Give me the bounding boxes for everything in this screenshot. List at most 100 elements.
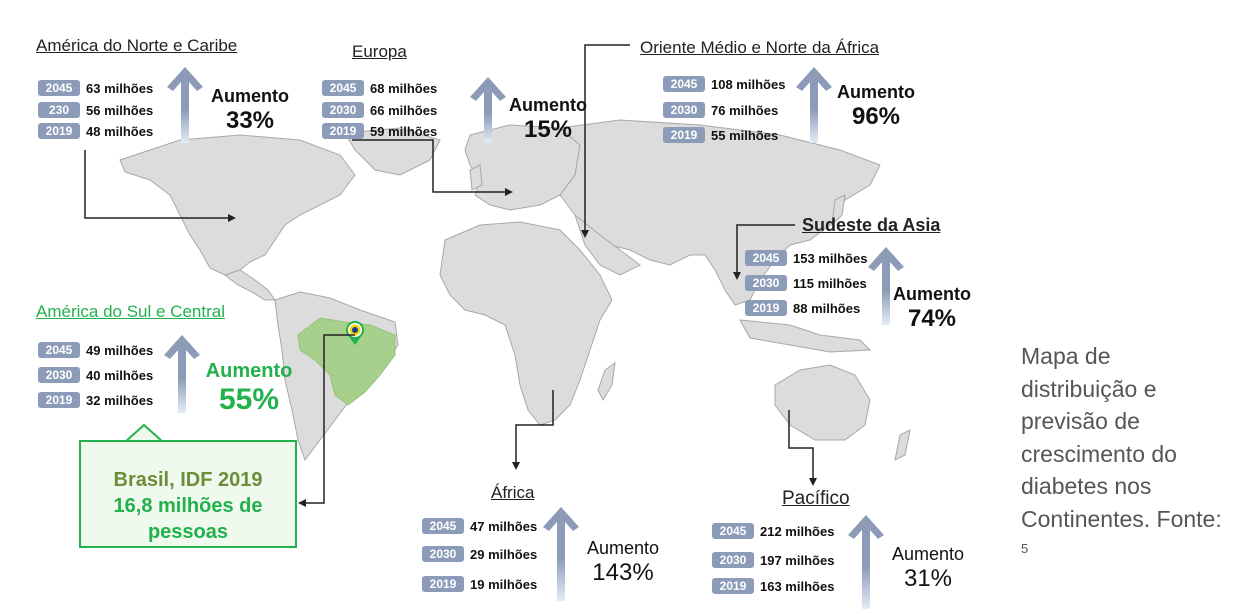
stat-value: 40 milhões xyxy=(86,367,154,383)
caption-reference-link[interactable]: 5 xyxy=(1021,541,1029,556)
region-title-mena: Oriente Médio e Norte da África xyxy=(640,38,880,57)
up-arrow-icon xyxy=(167,67,203,143)
brazil-shape xyxy=(297,317,396,406)
brasil-callout-value: 16,8 milhões de xyxy=(113,495,263,517)
increase-south-america: Aumento 55% xyxy=(198,360,300,417)
stat-value: 19 milhões xyxy=(470,576,538,592)
uk-shape xyxy=(469,164,483,191)
increase-pct: 143% xyxy=(592,559,654,586)
year-badge: 2030 xyxy=(38,367,80,383)
stat-value: 48 milhões xyxy=(86,123,154,139)
stat-value: 29 milhões xyxy=(470,546,538,562)
year-badge: 2045 xyxy=(38,80,80,96)
year-badge: 2045 xyxy=(712,523,754,539)
stat-value: 56 milhões xyxy=(86,102,154,118)
connector-sea xyxy=(736,224,795,272)
increase-label: Aumento xyxy=(509,95,587,115)
increase-pct: 74% xyxy=(907,305,957,332)
stat-value: 66 milhões xyxy=(370,102,438,118)
brasil-callout-box: Brasil, IDF 2019 16,8 milhões de pessoas xyxy=(79,440,297,548)
year-badge: 2030 xyxy=(712,552,754,568)
central-america-shape xyxy=(223,269,276,301)
stat-row: 2019 55 milhões xyxy=(663,127,778,143)
stat-row: 230 56 milhões xyxy=(38,102,153,118)
stat-value: 153 milhões xyxy=(793,250,868,266)
year-badge: 2030 xyxy=(745,275,787,291)
increase-pct: 15% xyxy=(523,116,573,143)
stat-value: 63 milhões xyxy=(86,80,154,96)
australia-shape xyxy=(774,364,871,441)
connector-brasil xyxy=(306,334,355,504)
region-title-africa: África xyxy=(491,483,535,502)
stat-row: 2030 76 milhões xyxy=(663,102,778,118)
increase-pct: 33% xyxy=(225,107,275,134)
stat-row: 2030 197 milhões xyxy=(712,552,834,568)
arrowhead-sea xyxy=(733,272,741,280)
madagascar-shape xyxy=(597,361,616,402)
stat-value: 88 milhões xyxy=(793,300,861,316)
stat-value: 59 milhões xyxy=(370,123,438,139)
stat-row: 2045 68 milhões xyxy=(322,80,437,96)
new-zealand-shape xyxy=(894,429,911,461)
stat-row: 2030 40 milhões xyxy=(38,367,153,383)
increase-pacific: Aumento 31% xyxy=(883,544,973,593)
increase-label: Aumento xyxy=(211,86,289,106)
year-badge: 2030 xyxy=(322,102,364,118)
increase-label: Aumento xyxy=(893,284,971,304)
caption-text: Mapa de distribuição e previsão de cresc… xyxy=(1021,343,1222,532)
stat-value: 68 milhões xyxy=(370,80,438,96)
figure-caption: Mapa de distribuição e previsão de cresc… xyxy=(1021,340,1231,568)
year-badge: 2045 xyxy=(422,518,464,534)
stat-value: 76 milhões xyxy=(711,102,779,118)
stat-row: 2019 48 milhões xyxy=(38,123,153,139)
stat-value: 49 milhões xyxy=(86,342,154,358)
stat-row: 2030 29 milhões xyxy=(422,546,537,562)
increase-europe: Aumento 15% xyxy=(502,95,594,144)
year-badge: 2045 xyxy=(322,80,364,96)
brazil-location-pin-icon xyxy=(346,320,364,345)
stat-value: 163 milhões xyxy=(760,578,835,594)
connector-pacific xyxy=(788,410,814,478)
stat-value: 212 milhões xyxy=(760,523,835,539)
stat-value: 47 milhões xyxy=(470,518,538,534)
stat-value: 115 milhões xyxy=(793,275,867,291)
region-title-southeast-asia: Sudeste da Asia xyxy=(802,215,941,235)
increase-north-america: Aumento 33% xyxy=(205,86,295,135)
stat-row: 2019 88 milhões xyxy=(745,300,860,316)
connector-europe xyxy=(352,139,505,193)
stat-row: 2045 212 milhões xyxy=(712,523,834,539)
increase-label: Aumento xyxy=(586,538,660,558)
increase-pct: 55% xyxy=(218,383,280,416)
stat-row: 2045 153 milhões xyxy=(745,250,867,266)
brasil-callout-unit: pessoas xyxy=(147,521,229,543)
year-badge: 2045 xyxy=(745,250,787,266)
arrowhead-mena xyxy=(581,230,589,238)
africa-shape xyxy=(439,221,613,426)
stat-row: 2019 19 milhões xyxy=(422,576,537,592)
year-badge: 2019 xyxy=(712,578,754,594)
increase-mena: Aumento 96% xyxy=(830,82,922,131)
increase-label: Aumento xyxy=(891,544,965,564)
stat-row: 2045 49 milhões xyxy=(38,342,153,358)
up-arrow-icon xyxy=(796,67,832,143)
arrowhead-brasil xyxy=(298,499,306,507)
stat-row: 2019 32 milhões xyxy=(38,392,153,408)
world-map xyxy=(84,44,911,507)
region-title-south-america: América do Sul e Central xyxy=(36,302,225,321)
up-arrow-icon xyxy=(470,77,506,143)
region-title-pacific: Pacífico xyxy=(782,488,850,509)
increase-southeast-asia: Aumento 74% xyxy=(886,284,978,333)
japan-shape xyxy=(831,194,846,227)
year-badge: 2019 xyxy=(745,300,787,316)
increase-label: Aumento xyxy=(205,360,293,382)
up-arrow-icon xyxy=(868,247,904,325)
stat-value: 197 milhões xyxy=(760,552,835,568)
year-badge: 2019 xyxy=(322,123,364,139)
increase-pct: 96% xyxy=(851,103,901,130)
middle-east-shape xyxy=(573,213,641,276)
stat-row: 2045 47 milhões xyxy=(422,518,537,534)
connector-north-america xyxy=(84,150,228,219)
arrowhead-pacific xyxy=(809,478,817,486)
year-badge: 2019 xyxy=(663,127,705,143)
region-title-north-america: América do Norte e Caribe xyxy=(36,36,238,55)
